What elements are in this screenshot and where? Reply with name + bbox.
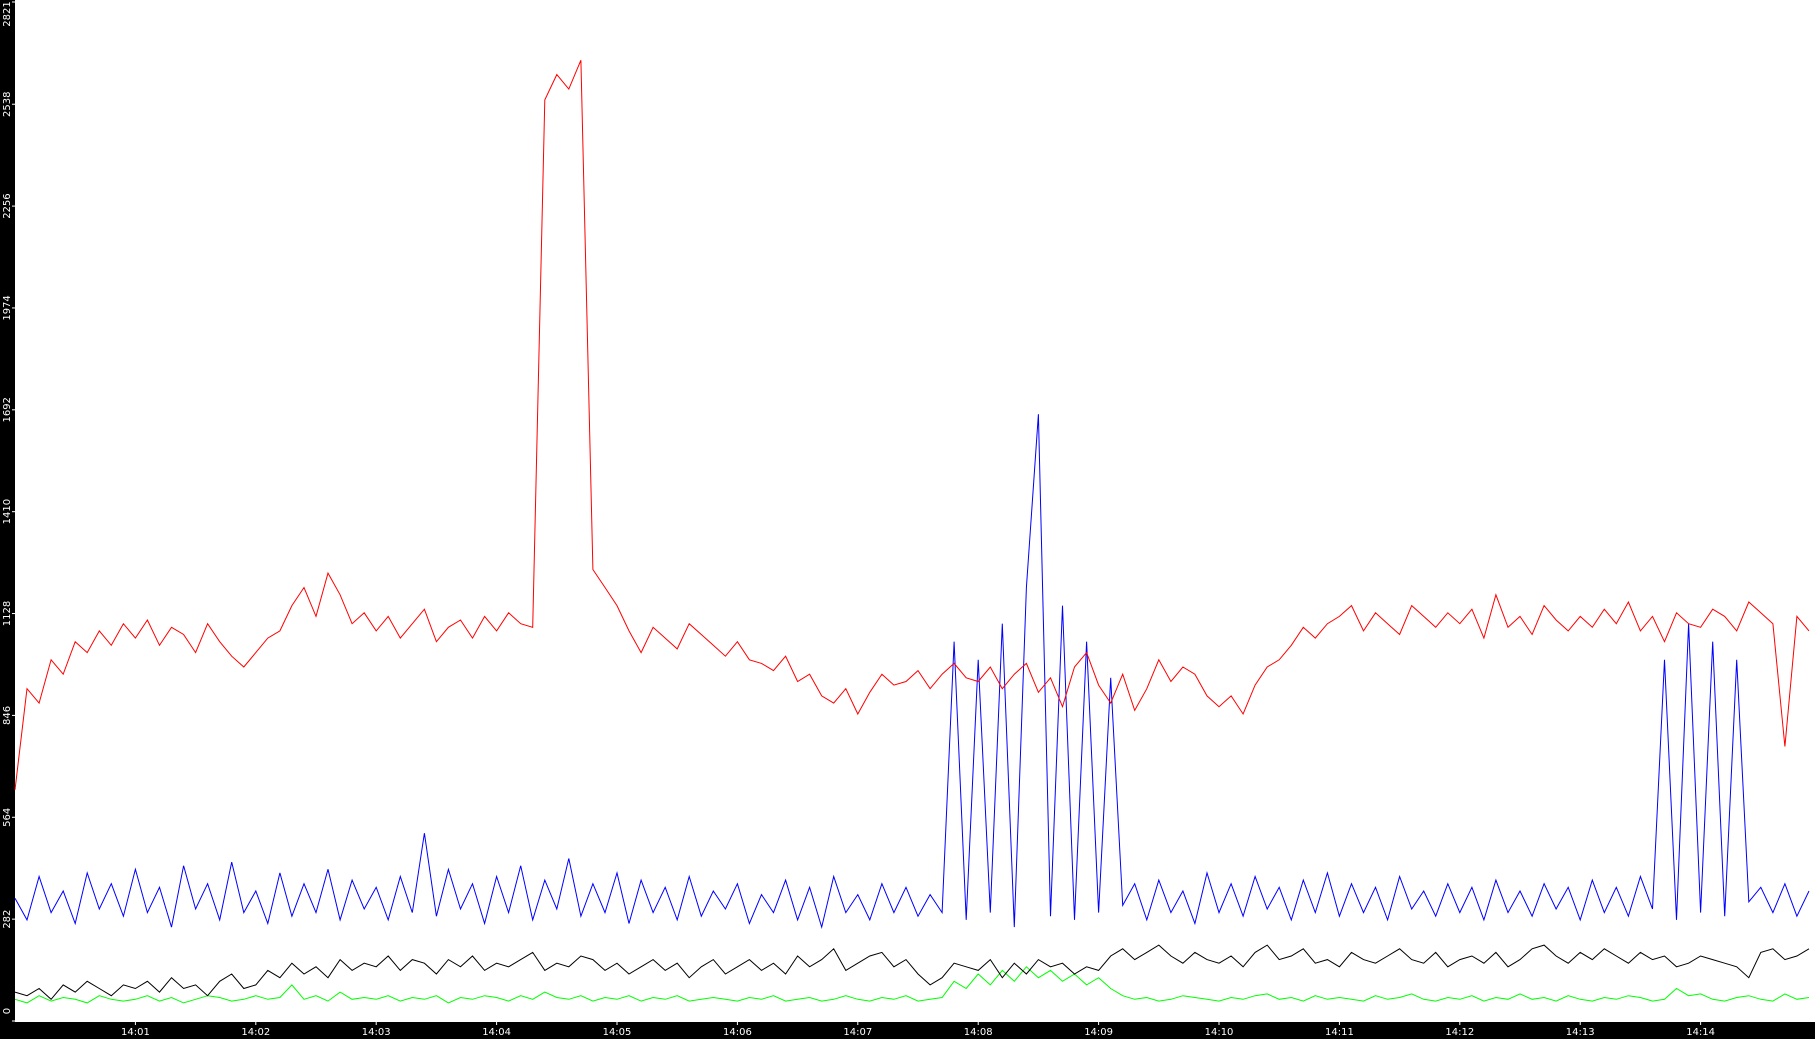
series-line <box>14 60 1810 790</box>
x-tick-label: 14:04 <box>482 1027 511 1038</box>
x-tick-label: 14:12 <box>1445 1027 1474 1038</box>
y-tick-label: 1128 <box>2 601 13 626</box>
y-tick-label: 282 <box>2 910 13 929</box>
x-axis-strip <box>0 1022 1815 1039</box>
x-tick-label: 14:10 <box>1205 1027 1234 1038</box>
y-tick-label: 2538 <box>2 91 13 116</box>
series-line <box>14 966 1810 1004</box>
x-tick-label: 14:05 <box>603 1027 632 1038</box>
x-tick-label: 14:09 <box>1084 1027 1113 1038</box>
x-tick-label: 14:11 <box>1325 1027 1354 1038</box>
y-tick-label: 564 <box>2 808 13 827</box>
x-tick-label: 14:14 <box>1686 1027 1715 1038</box>
y-tick-label: 1974 <box>2 295 13 320</box>
x-tick-label: 14:01 <box>121 1027 150 1038</box>
x-tick-label: 14:07 <box>843 1027 872 1038</box>
x-tick-label: 14:02 <box>241 1027 270 1038</box>
y-axis-strip <box>0 0 15 1039</box>
y-tick-label: 1692 <box>2 397 13 422</box>
x-tick-label: 14:08 <box>964 1027 993 1038</box>
x-tick-label: 14:03 <box>362 1027 391 1038</box>
y-tick-label: 2821 <box>2 1 13 26</box>
series-line <box>14 414 1810 930</box>
x-tick-label: 14:06 <box>723 1027 752 1038</box>
y-tick-label: 1410 <box>2 499 13 524</box>
y-tick-label: 846 <box>2 706 13 725</box>
y-tick-label: 0 <box>2 1008 13 1014</box>
series-line <box>14 944 1810 1001</box>
x-tick-label: 14:13 <box>1566 1027 1595 1038</box>
y-tick-label: 2256 <box>2 193 13 218</box>
